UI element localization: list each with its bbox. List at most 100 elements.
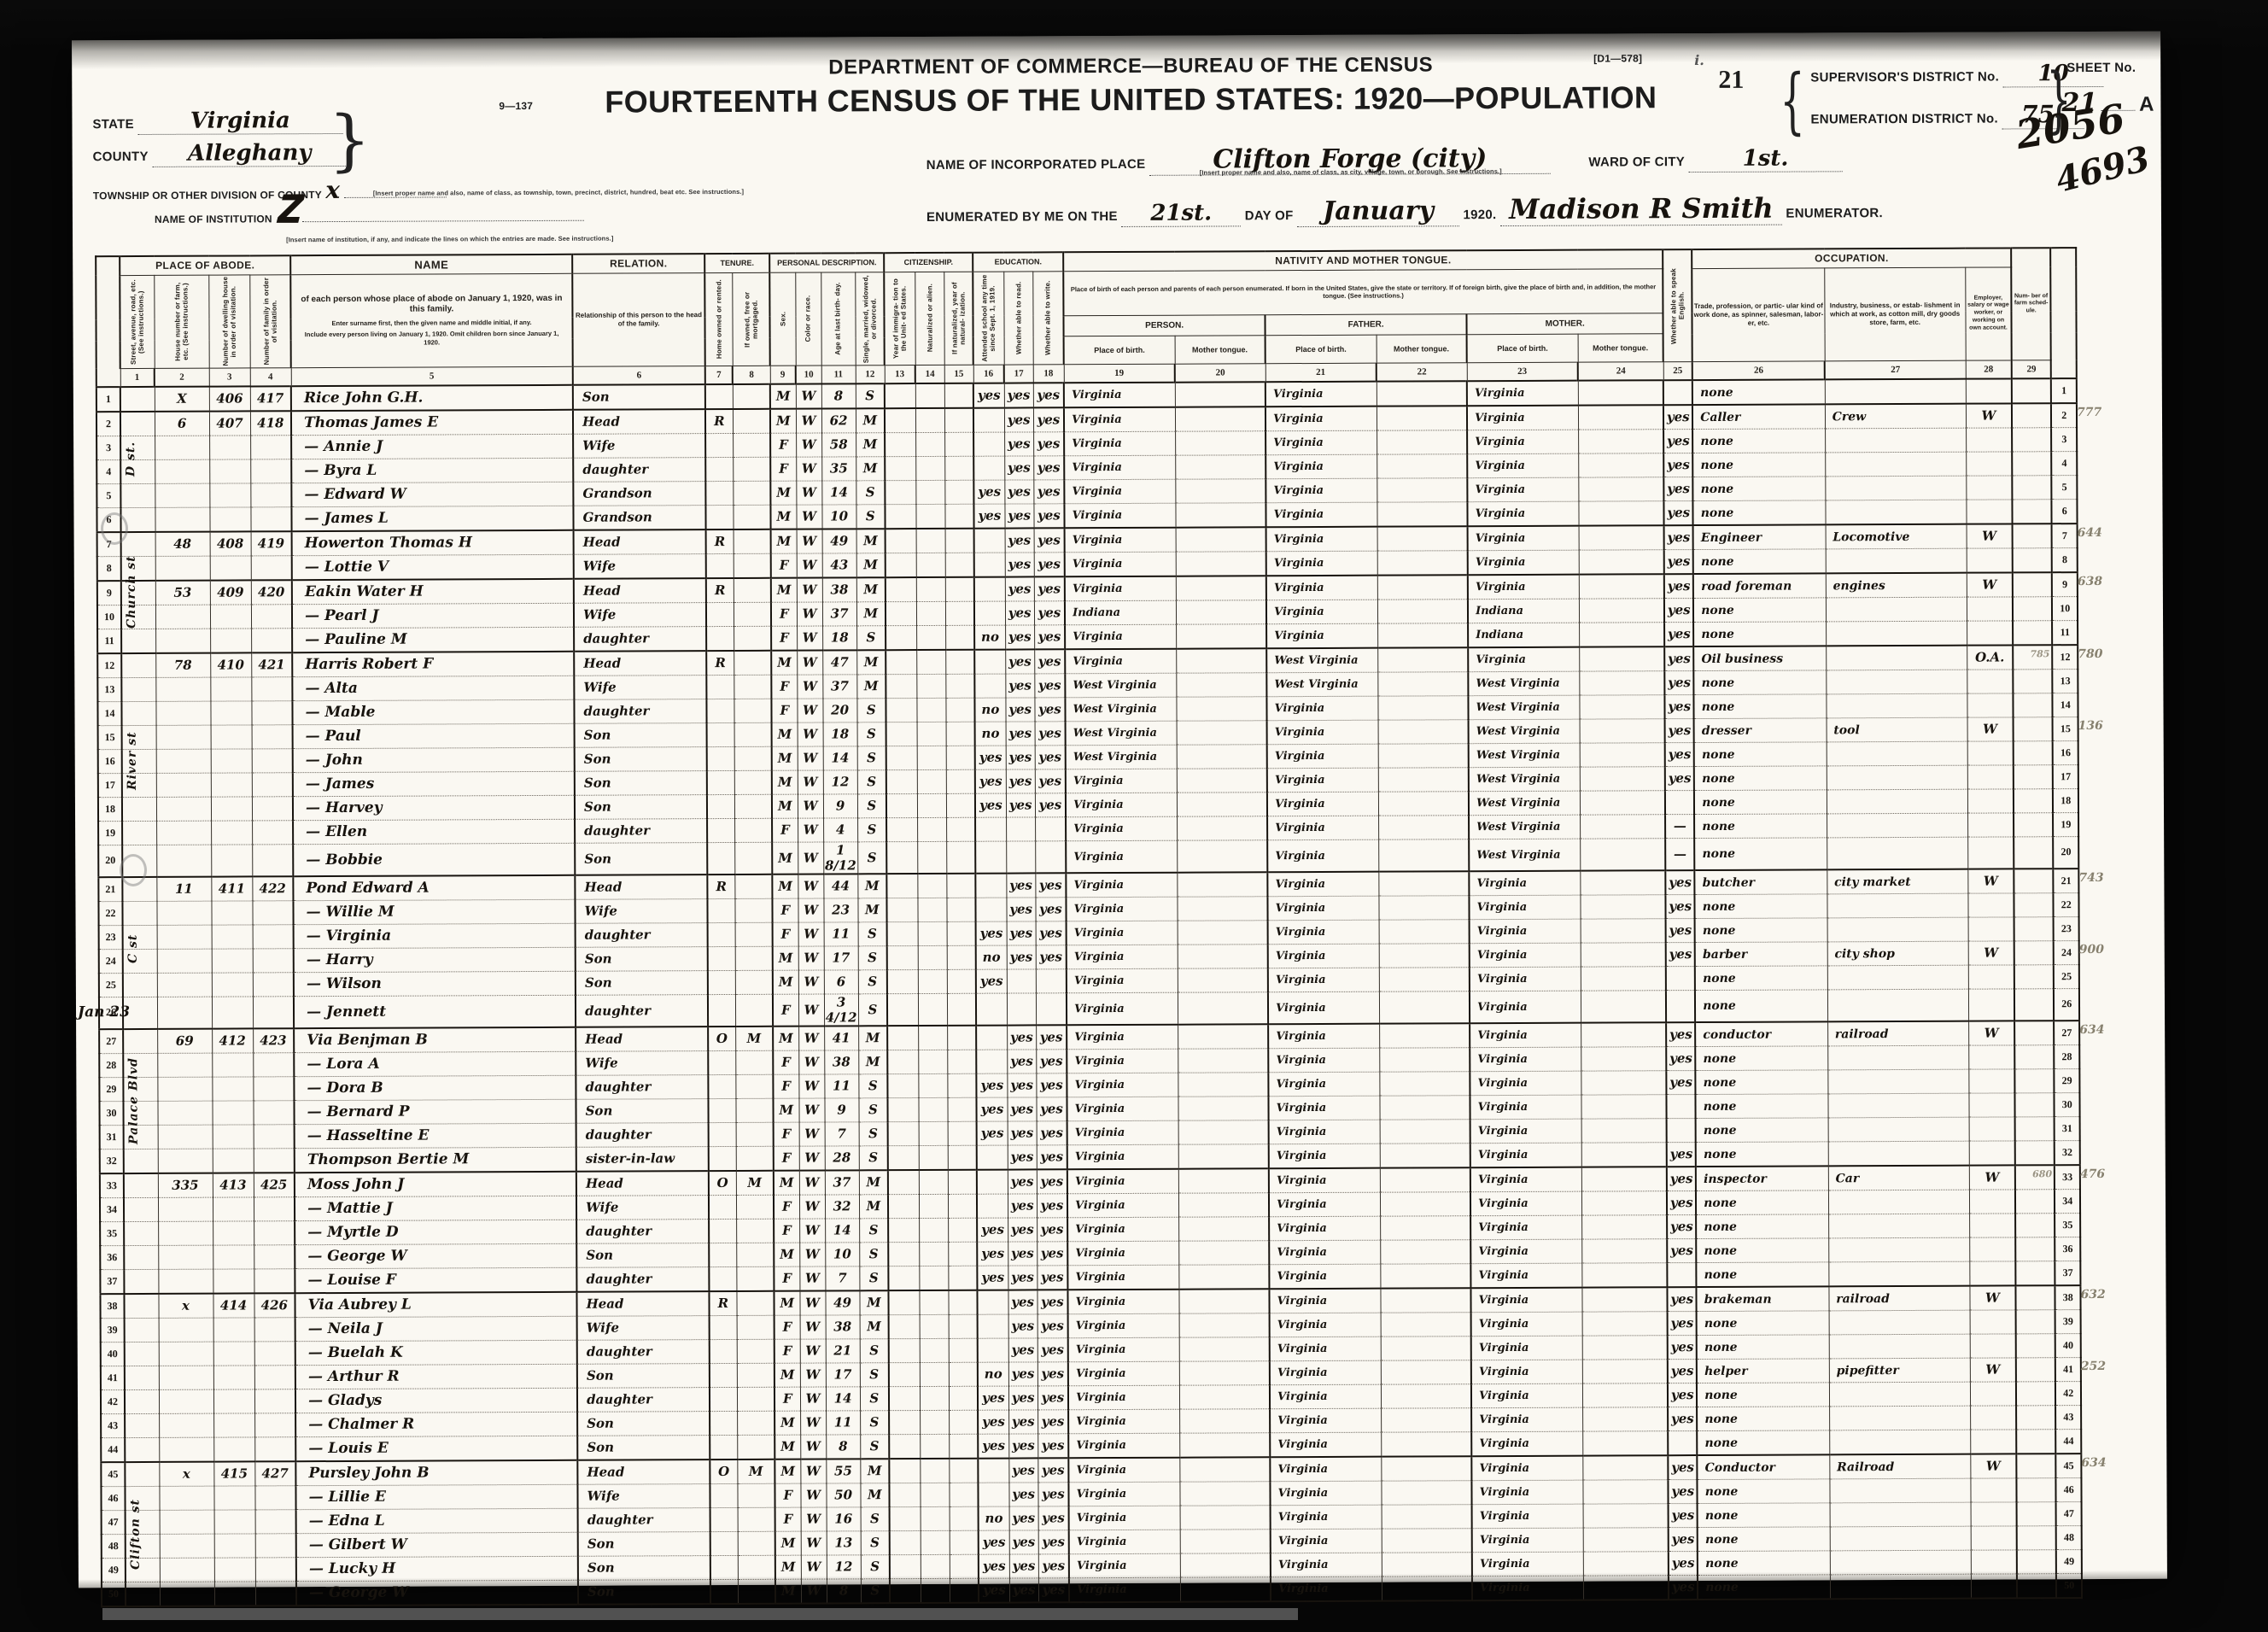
cell-street [123,1196,159,1222]
cell-sex: M [771,769,798,794]
cell-naturalized [916,673,946,699]
cell-person-mother-tongue [1178,1264,1270,1290]
cell-sex: F [773,1050,799,1074]
cell-name: — Mable [292,699,575,725]
cell-attended-school: yes [976,1120,1008,1145]
cell-home-owned [710,1410,738,1436]
cell-speaks-english [1666,966,1696,991]
cell-able-to-read: yes [1008,1433,1038,1459]
cell-family-number [250,483,292,507]
cell-line-number: 11 [97,629,122,653]
cell-occupation: none [1692,548,1827,574]
cell-able-to-write: yes [1037,1241,1068,1266]
column-number: 26 [1692,360,1826,380]
cell-farm-schedule [2016,1501,2056,1526]
cell-house-number [156,820,212,845]
cell-relation: daughter [576,1219,710,1243]
cell-family-number [254,1341,295,1366]
cell-able-to-read: yes [1005,648,1035,674]
cell-home-owned [706,625,734,651]
mother-pob-header: Place of birth. [1466,334,1578,363]
cell-dwelling-number [212,1196,254,1221]
cell-occupation: none [1693,597,1827,623]
cell-able-to-read: yes [1003,382,1034,408]
cell-person-birthplace: Virginia [1067,1168,1179,1194]
cell-occupation: none [1694,893,1827,919]
cell-person-mother-tongue [1176,696,1267,721]
cell-able-to-read: yes [1004,407,1034,432]
cell-owned-free [732,383,771,409]
cell-father-mother-tongue [1377,695,1469,720]
cell-line-number: 30 [99,1101,124,1126]
cell-naturalization-year [948,1361,979,1386]
cell-owned-free [734,898,773,922]
cell-street: D st. [120,386,155,476]
cell-speaks-english [1666,1094,1696,1119]
cell-mother-birthplace: Virginia [1467,525,1579,551]
cell-line-number: 31 [99,1125,124,1149]
cell-dwelling-number [213,1509,255,1534]
column-number: 13 [884,365,915,383]
cell-mother-birthplace: Virginia [1469,894,1581,920]
state-row: STATE Virginia [92,107,343,136]
cell-father-mother-tongue [1380,1191,1471,1216]
cell-line-number-right: 43 [2055,1405,2082,1430]
cell-line-number: 26 [98,997,124,1029]
cell-dwelling-number [212,1076,254,1101]
cell-mother-birthplace: Virginia [1466,380,1579,406]
cell-able-to-read: yes [1006,945,1036,969]
cell-owned-free [736,1194,775,1219]
cell-farm-schedule [2013,717,2053,741]
cell-industry [1828,1237,1970,1262]
cell-sex: F [772,921,798,946]
cell-dwelling-number [210,724,252,749]
cell-farm-schedule [2016,1405,2056,1430]
cell-mother-birthplace: Virginia [1471,1479,1583,1505]
cell-able-to-read: yes [1006,921,1036,945]
father-pob-header: Place of birth. [1265,335,1377,364]
cell-farm-schedule [2014,892,2054,917]
cell-house-number [156,844,212,877]
cell-occupation: none [1695,965,1828,991]
cell-industry [1829,1525,1971,1551]
cell-mother-mother-tongue [1578,404,1664,430]
cell-farm-schedule: 785 [2013,644,2053,670]
cell-home-owned [710,1434,738,1459]
cell-name: Rice John G.H. [290,384,573,411]
cell-house-number [158,1220,213,1245]
cell-name: — Pearl J [291,602,575,629]
cell-employer-class: W [1968,1020,2015,1045]
cell-occupation: none [1695,1069,1828,1095]
year-value: 1920. [1463,208,1497,223]
cell-father-mother-tongue [1377,525,1468,551]
cell-able-to-read: yes [1007,1144,1037,1170]
institution-note: [Insert name of institution, if any, and… [286,234,614,244]
cell-mother-birthplace: Virginia [1467,453,1579,478]
cell-immigration-year [886,769,918,794]
cell-naturalization-year [947,1025,977,1050]
cell-able-to-write: yes [1034,673,1066,698]
cell-able-to-write [1035,968,1067,993]
cell-industry [1826,693,1967,718]
cell-occupation: Engineer [1692,524,1826,550]
cell-house-number: 48 [155,531,210,556]
cell-color-race: W [798,993,825,1027]
cell-person-birthplace: Virginia [1064,551,1176,576]
cell-family-number [252,948,294,973]
cell-name: — Arthur R [295,1363,577,1389]
institution-flourish: 𝚭 [276,188,300,232]
cell-family-number: 423 [253,1027,295,1053]
cell-home-owned [710,1554,738,1580]
cell-able-to-read: yes [1008,1385,1038,1410]
cell-employer-class [1970,1477,2017,1502]
cell-mother-birthplace: Virginia [1467,429,1579,454]
cell-sex: M [775,1554,801,1579]
cell-mother-mother-tongue [1580,942,1667,967]
cell-immigration-year [888,1242,920,1266]
cell-line-number-right: 42 [2055,1381,2082,1406]
cell-marital-status: S [860,1506,890,1531]
column-number: 4 [249,367,291,386]
cell-naturalization-year [944,383,974,408]
cell-person-birthplace: Virginia [1064,407,1176,432]
cell-house-number [158,1244,213,1269]
